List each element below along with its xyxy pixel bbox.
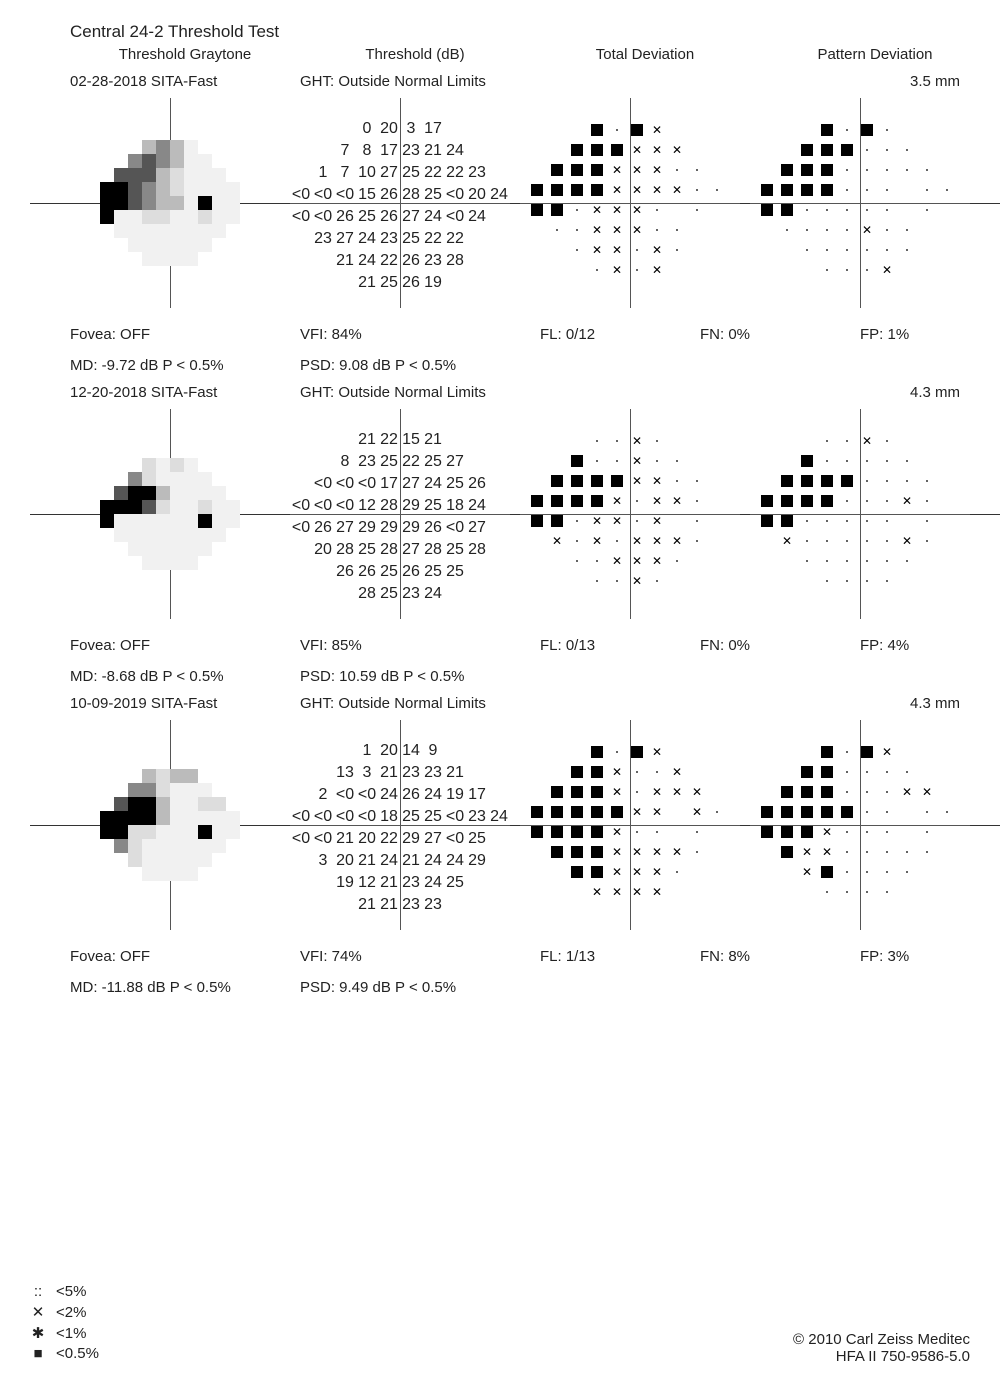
test-date: 02-28-2018 SITA-Fast xyxy=(70,73,330,90)
ght-label: GHT: Outside Normal Limits xyxy=(300,695,790,712)
fp: FP: 1% xyxy=(860,326,990,343)
page-title: Central 24-2 Threshold Test xyxy=(70,22,970,42)
fp: FP: 3% xyxy=(860,948,990,965)
ght-label: GHT: Outside Normal Limits xyxy=(300,73,790,90)
ght-label: GHT: Outside Normal Limits xyxy=(300,384,790,401)
md: MD: -8.68 dB P < 0.5% xyxy=(70,668,300,685)
fovea: Fovea: OFF xyxy=(70,637,300,654)
legend-2: <2% xyxy=(56,1304,86,1321)
vfi: VFI: 74% xyxy=(300,948,540,965)
fn: FN: 8% xyxy=(700,948,860,965)
fovea: Fovea: OFF xyxy=(70,326,300,343)
col-db: Threshold (dB) xyxy=(300,46,530,63)
fn: FN: 0% xyxy=(700,326,860,343)
tests-container: 02-28-2018 SITA-FastGHT: Outside Normal … xyxy=(30,73,970,996)
probability-legend: ::<5% ✕<2% ✱<1% ■<0.5% xyxy=(30,1280,99,1365)
fn: FN: 0% xyxy=(700,637,860,654)
md: MD: -9.72 dB P < 0.5% xyxy=(70,357,300,374)
test-date: 12-20-2018 SITA-Fast xyxy=(70,384,330,401)
psd: PSD: 9.49 dB P < 0.5% xyxy=(300,979,540,996)
col-graytone: Threshold Graytone xyxy=(70,46,300,63)
legend-1: <1% xyxy=(56,1325,86,1342)
psd: PSD: 10.59 dB P < 0.5% xyxy=(300,668,540,685)
vfi: VFI: 85% xyxy=(300,637,540,654)
vfi: VFI: 84% xyxy=(300,326,540,343)
fovea: Fovea: OFF xyxy=(70,948,300,965)
fp: FP: 4% xyxy=(860,637,990,654)
pupil-mm: 4.3 mm xyxy=(790,695,970,712)
vf-overview-page: Central 24-2 Threshold Test Threshold Gr… xyxy=(0,0,1000,1383)
pupil-mm: 3.5 mm xyxy=(790,73,970,90)
fl: FL: 1/13 xyxy=(540,948,700,965)
col-td: Total Deviation xyxy=(530,46,760,63)
legend-5: <5% xyxy=(56,1283,86,1300)
legend-05: <0.5% xyxy=(56,1345,99,1362)
copyright: © 2010 Carl Zeiss Meditec HFA II 750-958… xyxy=(793,1331,970,1365)
col-pd: Pattern Deviation xyxy=(760,46,990,63)
column-headers: Threshold Graytone Threshold (dB) Total … xyxy=(70,46,970,63)
test-date: 10-09-2019 SITA-Fast xyxy=(70,695,330,712)
md: MD: -11.88 dB P < 0.5% xyxy=(70,979,300,996)
pupil-mm: 4.3 mm xyxy=(790,384,970,401)
psd: PSD: 9.08 dB P < 0.5% xyxy=(300,357,540,374)
fl: FL: 0/13 xyxy=(540,637,700,654)
fl: FL: 0/12 xyxy=(540,326,700,343)
